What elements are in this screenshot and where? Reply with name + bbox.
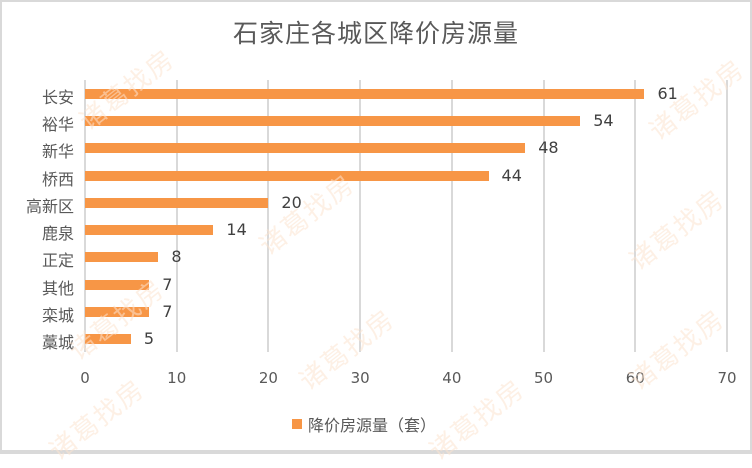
category-label: 其他	[41, 278, 74, 298]
data-label: 5	[143, 329, 155, 349]
bar	[85, 115, 581, 126]
x-tick-label: 50	[534, 369, 554, 387]
data-label: 48	[538, 138, 559, 158]
bar	[85, 279, 150, 290]
x-tick-label: 20	[258, 369, 278, 387]
category-label: 正定	[41, 251, 74, 271]
data-label: 20	[281, 192, 302, 212]
data-label: 8	[171, 247, 182, 267]
gridline	[634, 80, 637, 352]
gridline	[542, 80, 545, 352]
data-label: 14	[226, 220, 247, 240]
legend-swatch	[292, 419, 302, 429]
gridline	[726, 80, 728, 352]
gridline	[175, 80, 178, 352]
data-label: 54	[593, 110, 614, 130]
x-tick-label: 30	[350, 369, 370, 387]
x-tick-label: 40	[442, 369, 462, 387]
data-label: 7	[162, 302, 173, 322]
data-label: 61	[657, 83, 678, 103]
category-label: 藁城	[41, 333, 74, 353]
x-tick-label: 10	[167, 369, 187, 387]
category-label: 桥西	[41, 169, 74, 189]
bar	[85, 88, 645, 99]
chart-title: 石家庄各城区降价房源量	[232, 19, 519, 48]
bar	[85, 197, 269, 208]
data-label: 44	[501, 165, 522, 185]
category-label: 鹿泉	[41, 224, 74, 244]
bar	[85, 307, 150, 318]
x-tick-label: 60	[625, 369, 645, 387]
gridline	[267, 80, 270, 352]
bar	[85, 252, 159, 263]
legend: 降价房源量（套）	[292, 412, 436, 436]
category-label: 高新区	[25, 196, 74, 216]
category-label: 长安	[41, 87, 74, 107]
gridline	[450, 80, 453, 352]
bar	[85, 170, 489, 181]
category-label: 裕华	[41, 114, 74, 134]
category-label: 栾城	[41, 306, 74, 326]
category-label: 新华	[41, 142, 74, 162]
gridline	[359, 80, 362, 352]
legend-label: 降价房源量（套）	[308, 416, 437, 435]
bar	[85, 143, 526, 154]
x-tick-label: 70	[717, 369, 737, 387]
bar	[85, 334, 131, 345]
bar	[85, 225, 214, 236]
gridline	[84, 80, 86, 352]
x-tick-label: 0	[80, 369, 90, 387]
data-label: 7	[162, 274, 173, 294]
